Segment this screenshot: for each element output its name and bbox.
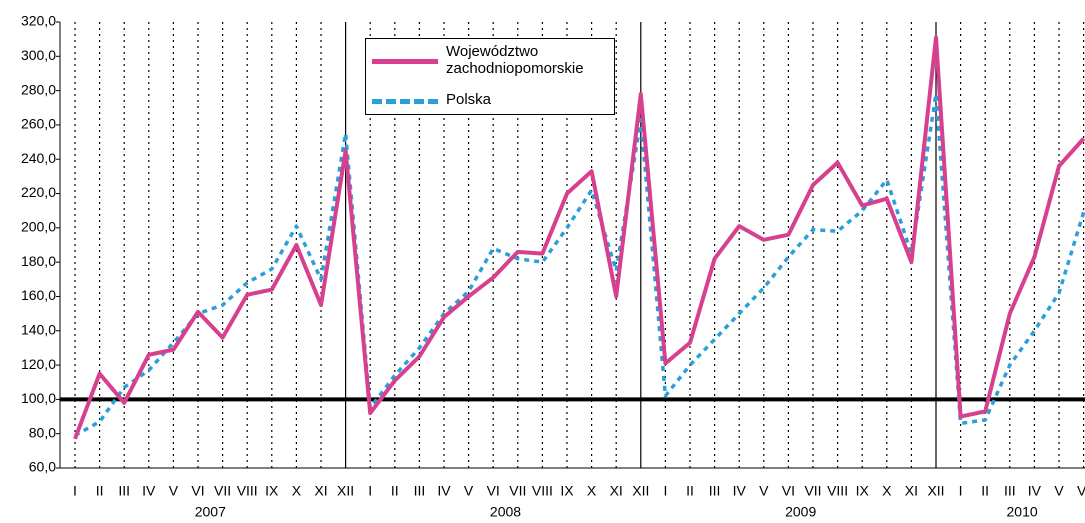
legend-swatch — [372, 99, 438, 104]
x-tick-label: II — [96, 483, 104, 499]
x-tick-label: X — [292, 483, 302, 499]
y-tick-label: 100,0 — [21, 390, 56, 406]
y-tick-label: 60,0 — [29, 459, 56, 475]
series-line — [74, 92, 1085, 437]
x-tick-label: X — [882, 483, 892, 499]
x-tick-label: IV — [142, 483, 156, 499]
series-line — [73, 35, 1085, 440]
legend-label: Województwo zachodniopomorskie — [446, 43, 584, 77]
x-tick-label: VI — [191, 483, 204, 499]
x-tick-label: II — [686, 483, 694, 499]
y-tick-label: 260,0 — [21, 116, 56, 132]
x-tick-label: XI — [314, 483, 327, 499]
x-tick-label: VIII — [827, 483, 848, 499]
y-tick-label: 320,0 — [21, 13, 56, 29]
x-tick-label: IV — [733, 483, 747, 499]
x-tick-label: V — [464, 483, 474, 499]
x-tick-label: III — [1004, 483, 1016, 499]
y-tick-label: 120,0 — [21, 356, 56, 372]
x-tick-label: IV — [1028, 483, 1042, 499]
x-tick-label: VIII — [532, 483, 553, 499]
x-tick-label: III — [414, 483, 426, 499]
x-tick-label: III — [118, 483, 130, 499]
x-tick-label: V — [759, 483, 769, 499]
year-label: 2009 — [785, 504, 816, 520]
x-tick-label: I — [959, 483, 963, 499]
legend-swatch — [372, 59, 438, 64]
x-tick-label: VII — [509, 483, 526, 499]
year-label: 2008 — [490, 504, 521, 520]
x-tick-label: IX — [265, 483, 279, 499]
year-label: 2007 — [195, 504, 226, 520]
x-tick-label: V — [1054, 483, 1064, 499]
y-tick-label: 140,0 — [21, 321, 56, 337]
y-tick-label: 180,0 — [21, 253, 56, 269]
x-tick-label: II — [981, 483, 989, 499]
year-label: 2010 — [1007, 504, 1038, 520]
x-tick-label: XI — [610, 483, 623, 499]
x-tick-label: VI — [1077, 483, 1085, 499]
y-tick-label: 240,0 — [21, 150, 56, 166]
x-tick-label: XI — [905, 483, 918, 499]
x-tick-label: I — [663, 483, 667, 499]
x-tick-label: IV — [437, 483, 451, 499]
x-tick-label: V — [169, 483, 179, 499]
x-tick-label: X — [587, 483, 597, 499]
x-tick-label: XII — [632, 483, 649, 499]
y-tick-label: 300,0 — [21, 47, 56, 63]
x-tick-label: VI — [782, 483, 795, 499]
x-tick-label: I — [73, 483, 77, 499]
x-tick-label: III — [709, 483, 721, 499]
x-tick-label: VI — [487, 483, 500, 499]
x-tick-label: I — [368, 483, 372, 499]
x-tick-label: II — [391, 483, 399, 499]
y-tick-label: 220,0 — [21, 184, 56, 200]
x-tick-label: XII — [927, 483, 944, 499]
x-tick-label: IX — [856, 483, 870, 499]
x-tick-label: VII — [804, 483, 821, 499]
y-tick-label: 200,0 — [21, 219, 56, 235]
y-tick-label: 280,0 — [21, 81, 56, 97]
y-tick-label: 160,0 — [21, 287, 56, 303]
x-tick-label: XII — [337, 483, 354, 499]
legend-label: Polska — [446, 91, 492, 108]
legend: Województwo zachodniopomorskie Polska — [365, 38, 615, 115]
x-tick-label: IX — [560, 483, 574, 499]
y-tick-label: 80,0 — [29, 424, 56, 440]
x-tick-label: VII — [214, 483, 231, 499]
x-tick-label: VIII — [237, 483, 258, 499]
